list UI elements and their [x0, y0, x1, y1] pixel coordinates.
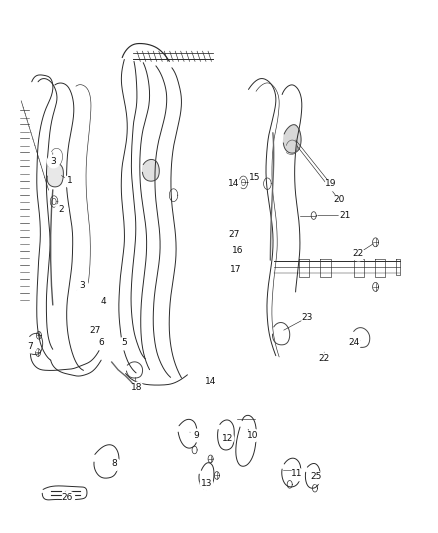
Polygon shape [283, 125, 301, 153]
Text: 9: 9 [193, 431, 199, 440]
Text: 22: 22 [352, 249, 364, 259]
Text: 8: 8 [111, 459, 117, 469]
Text: 14: 14 [228, 179, 240, 188]
Text: 16: 16 [232, 246, 244, 255]
Text: 2: 2 [58, 205, 64, 214]
Polygon shape [142, 159, 159, 181]
Text: 3: 3 [50, 157, 56, 166]
Text: 27: 27 [89, 326, 101, 335]
Text: 26: 26 [62, 492, 73, 502]
Text: 17: 17 [230, 265, 242, 274]
Text: 27: 27 [228, 230, 240, 239]
Text: 14: 14 [205, 377, 216, 386]
Text: 19: 19 [325, 179, 336, 188]
Text: 6: 6 [98, 338, 104, 348]
Text: 21: 21 [339, 211, 351, 220]
Text: 10: 10 [247, 431, 258, 440]
Text: 11: 11 [291, 469, 303, 478]
Text: 20: 20 [333, 195, 345, 204]
Text: 12: 12 [222, 434, 233, 443]
Text: 4: 4 [100, 297, 106, 306]
Text: 23: 23 [302, 313, 313, 322]
Text: 18: 18 [131, 383, 143, 392]
Text: 15: 15 [249, 173, 261, 182]
Text: 7: 7 [27, 342, 32, 351]
Text: 3: 3 [79, 281, 85, 290]
Text: 5: 5 [121, 338, 127, 348]
Text: 25: 25 [310, 472, 321, 481]
Text: 24: 24 [348, 338, 359, 348]
Text: 13: 13 [201, 479, 212, 488]
Text: 22: 22 [318, 354, 330, 364]
Polygon shape [47, 163, 64, 187]
Text: 1: 1 [67, 176, 72, 185]
